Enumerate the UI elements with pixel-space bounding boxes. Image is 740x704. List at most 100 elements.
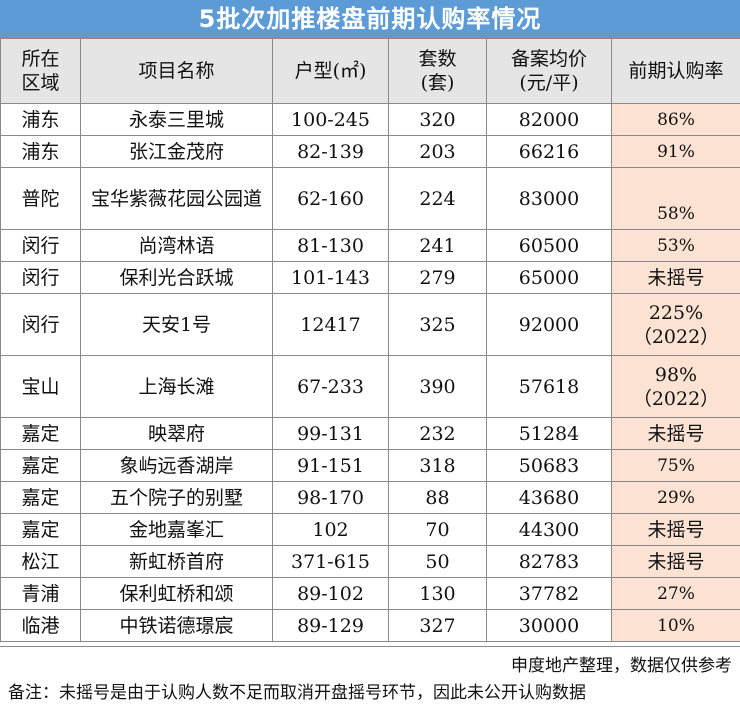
cell-rate: 86% [612, 104, 740, 136]
cell-units: 70 [389, 514, 487, 546]
cell-project: 保利光合跃城 [81, 262, 273, 294]
cell-units: 50 [389, 546, 487, 578]
cell-project: 张江金茂府 [81, 136, 273, 168]
cell-price: 82783 [487, 546, 612, 578]
cell-rate: 91% [612, 136, 740, 168]
cell-district: 普陀 [1, 168, 81, 230]
cell-project: 象屿远香湖岸 [81, 450, 273, 482]
header-district: 所在 区域 [1, 39, 81, 104]
cell-price: 92000 [487, 294, 612, 356]
source-note: 申度地产整理，数据仅供参考 [511, 651, 732, 676]
cell-district: 宝山 [1, 356, 81, 418]
cell-project: 永泰三里城 [81, 104, 273, 136]
cell-price: 30000 [487, 610, 612, 642]
header-project: 项目名称 [81, 39, 273, 104]
cell-rate: 98% （2022） [612, 356, 740, 418]
remark-note: 备注：未摇号是由于认购人数不足而取消开盘摇号环节，因此未公开认购数据 [8, 678, 586, 703]
footer: 申度地产整理，数据仅供参考 备注：未摇号是由于认购人数不足而取消开盘摇号环节，因… [0, 646, 740, 704]
cell-layout: 102 [273, 514, 389, 546]
header-price: 备案均价 (元/平) [487, 39, 612, 104]
cell-project: 上海长滩 [81, 356, 273, 418]
cell-units: 88 [389, 482, 487, 514]
cell-layout: 91-151 [273, 450, 389, 482]
cell-project: 金地嘉峯汇 [81, 514, 273, 546]
cell-project: 新虹桥首府 [81, 546, 273, 578]
cell-layout: 99-131 [273, 418, 389, 450]
cell-project: 尚湾林语 [81, 230, 273, 262]
cell-units: 203 [389, 136, 487, 168]
cell-layout: 371-615 [273, 546, 389, 578]
cell-layout: 100-245 [273, 104, 389, 136]
cell-layout: 67-233 [273, 356, 389, 418]
cell-units: 241 [389, 230, 487, 262]
header-rate: 前期认购率 [612, 39, 740, 104]
cell-rate: 75% [612, 450, 740, 482]
cell-layout: 62-160 [273, 168, 389, 230]
cell-rate: 225% （2022） [612, 294, 740, 356]
cell-price: 51284 [487, 418, 612, 450]
cell-layout: 82-139 [273, 136, 389, 168]
cell-district: 闵行 [1, 262, 81, 294]
cell-price: 83000 [487, 168, 612, 230]
cell-project: 天安1号 [81, 294, 273, 356]
cell-district: 青浦 [1, 578, 81, 610]
cell-layout: 81-130 [273, 230, 389, 262]
header-row: 所在 区域 项目名称 户型(㎡) 套数 (套) 备案均价 (元/平) 前期认购率 [1, 39, 740, 104]
cell-district: 嘉定 [1, 450, 81, 482]
cell-price: 37782 [487, 578, 612, 610]
cell-district: 嘉定 [1, 418, 81, 450]
cell-project: 保利虹桥和颂 [81, 578, 273, 610]
cell-district: 嘉定 [1, 514, 81, 546]
cell-units: 390 [389, 356, 487, 418]
cell-district: 浦东 [1, 136, 81, 168]
cell-rate: 10% [612, 610, 740, 642]
cell-layout: 12417 [273, 294, 389, 356]
cell-price: 60500 [487, 230, 612, 262]
cell-price: 50683 [487, 450, 612, 482]
cell-layout: 101-143 [273, 262, 389, 294]
cell-project: 宝华紫薇花园公园道 [81, 168, 273, 230]
cell-price: 43680 [487, 482, 612, 514]
cell-units: 224 [389, 168, 487, 230]
cell-price: 44300 [487, 514, 612, 546]
cell-rate: 未摇号 [612, 418, 740, 450]
cell-layout: 89-102 [273, 578, 389, 610]
cell-units: 130 [389, 578, 487, 610]
cell-district: 闵行 [1, 230, 81, 262]
cell-district: 嘉定 [1, 482, 81, 514]
cell-rate: 58% [612, 168, 740, 230]
cell-units: 279 [389, 262, 487, 294]
table-title: 5批次加推楼盘前期认购率情况 [0, 0, 740, 38]
cell-price: 65000 [487, 262, 612, 294]
cell-rate: 未摇号 [612, 514, 740, 546]
cell-district: 临港 [1, 610, 81, 642]
cell-layout: 98-170 [273, 482, 389, 514]
cell-rate: 未摇号 [612, 262, 740, 294]
cell-rate: 27% [612, 578, 740, 610]
cell-rate: 53% [612, 230, 740, 262]
header-layout: 户型(㎡) [273, 39, 389, 104]
cell-price: 57618 [487, 356, 612, 418]
cell-price: 82000 [487, 104, 612, 136]
cell-project: 映翠府 [81, 418, 273, 450]
cell-layout: 89-129 [273, 610, 389, 642]
cell-units: 318 [389, 450, 487, 482]
subscription-table: 所在 区域 项目名称 户型(㎡) 套数 (套) 备案均价 (元/平) 前期认购率… [0, 38, 740, 642]
header-units: 套数 (套) [389, 39, 487, 104]
cell-rate: 未摇号 [612, 546, 740, 578]
cell-units: 325 [389, 294, 487, 356]
cell-units: 327 [389, 610, 487, 642]
